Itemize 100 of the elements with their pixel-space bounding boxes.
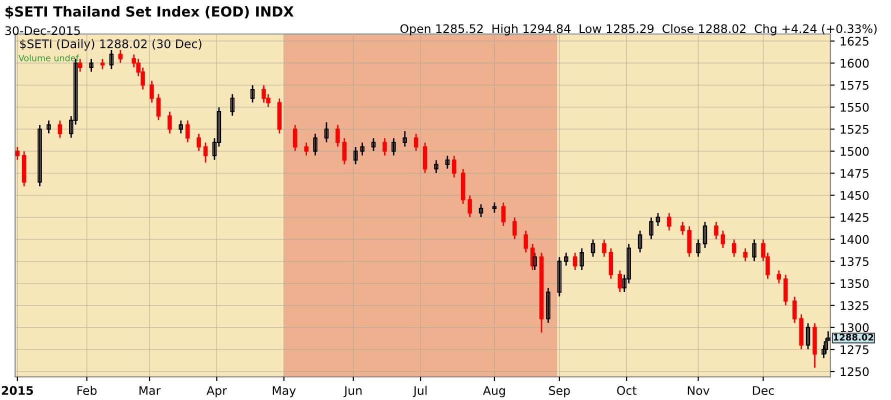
candlestick bbox=[501, 202, 506, 226]
y-tick-label: 1250 bbox=[840, 367, 869, 376]
candlestick bbox=[292, 124, 298, 152]
annotation: 1288.02 bbox=[834, 334, 874, 341]
candlestick bbox=[638, 230, 642, 252]
candlestick bbox=[168, 112, 172, 134]
candlestick bbox=[78, 58, 82, 72]
candlestick bbox=[382, 138, 387, 156]
candlestick bbox=[687, 226, 692, 257]
candlestick bbox=[156, 94, 161, 120]
candlestick bbox=[196, 134, 201, 152]
candlestick bbox=[618, 270, 622, 292]
candlestick bbox=[336, 124, 340, 147]
candlestick bbox=[342, 138, 347, 164]
candlestick bbox=[452, 156, 456, 178]
candlestick bbox=[752, 240, 756, 262]
candlestick bbox=[732, 240, 736, 257]
candlestick bbox=[649, 217, 654, 240]
candlestick bbox=[250, 85, 255, 103]
candlestick bbox=[58, 120, 62, 138]
candlestick bbox=[178, 120, 184, 134]
y-tick-label: 1400 bbox=[840, 235, 869, 244]
candlestick bbox=[38, 124, 42, 186]
y-tick-label: 1475 bbox=[840, 169, 868, 178]
candlestick bbox=[667, 213, 672, 230]
candlestick bbox=[783, 274, 788, 306]
y-tick-label: 1300 bbox=[840, 323, 869, 332]
candlestick bbox=[602, 240, 606, 257]
candlestick bbox=[680, 222, 685, 235]
candlestick bbox=[806, 323, 810, 350]
x-tick-label: Mar bbox=[140, 386, 161, 395]
x-tick-label: Feb bbox=[78, 386, 97, 395]
candlestick bbox=[392, 138, 396, 156]
candlestick bbox=[546, 288, 550, 323]
candlestick bbox=[304, 142, 308, 156]
candlestick bbox=[792, 296, 797, 323]
candlestick bbox=[434, 160, 438, 174]
y-tick-label: 1350 bbox=[840, 279, 869, 288]
candlestick bbox=[468, 195, 472, 218]
candlestick bbox=[353, 146, 358, 164]
candlestick bbox=[15, 146, 20, 160]
y-tick-label: 1575 bbox=[840, 80, 868, 90]
candlestick bbox=[656, 213, 660, 226]
annotation: Volume undef bbox=[18, 54, 80, 62]
x-tick-label: Oct bbox=[617, 386, 637, 395]
candlestick bbox=[580, 248, 584, 270]
y-tick-label: 1600 bbox=[840, 58, 869, 68]
candlestick bbox=[150, 80, 154, 103]
candlestick bbox=[185, 120, 190, 142]
candlestick bbox=[109, 50, 114, 70]
candlestick bbox=[414, 134, 418, 152]
candlestick bbox=[702, 222, 708, 248]
x-tick-label: Sep bbox=[549, 386, 570, 398]
y-tick-label: 1425 bbox=[840, 213, 868, 222]
candlestick bbox=[714, 222, 718, 240]
candlestick bbox=[608, 248, 614, 279]
x-tick-label: Aug bbox=[483, 386, 505, 398]
candlestick bbox=[590, 240, 596, 257]
candlestick bbox=[402, 131, 407, 147]
x-tick-label: Apr bbox=[206, 386, 227, 398]
candlestick bbox=[46, 120, 51, 134]
y-tick-label: 1450 bbox=[840, 190, 869, 200]
annotation: Open 1285.52 High 1294.84 Low 1285.29 Close 1288.02 Chg +4.24 (+0.33%) bbox=[400, 24, 877, 36]
candlestick bbox=[230, 94, 235, 116]
candlestick bbox=[478, 204, 484, 218]
y-tick-label: 1375 bbox=[840, 257, 868, 266]
y-tick-label: 1275 bbox=[840, 345, 868, 354]
x-tick-label: Dec bbox=[752, 386, 774, 395]
candlestick bbox=[532, 252, 537, 270]
x-tick-label: Jul bbox=[412, 386, 427, 398]
y-tick-label: 1525 bbox=[840, 124, 868, 134]
x-tick-label: 2015 bbox=[2, 386, 33, 395]
annotation: $SETI (Daily) 1288.02 (30 Dec) bbox=[20, 39, 202, 51]
y-tick-label: 1550 bbox=[840, 102, 869, 112]
candlestick bbox=[776, 270, 782, 284]
chart-title: $SETI Thailand Set Index (EOD) INDX bbox=[6, 6, 294, 19]
candlestick bbox=[203, 142, 208, 162]
chart-subtitle: 30-Dec-2015 bbox=[5, 26, 80, 36]
candlestick bbox=[371, 138, 376, 152]
x-tick-label: May bbox=[272, 386, 296, 398]
candlestick bbox=[564, 252, 568, 266]
candlestick bbox=[89, 58, 94, 72]
candlestick bbox=[720, 230, 726, 248]
candlestick bbox=[324, 122, 329, 142]
candlestick bbox=[512, 217, 517, 240]
y-tick-label: 1325 bbox=[840, 301, 868, 310]
candlestick bbox=[572, 252, 578, 270]
candlestick bbox=[118, 50, 123, 63]
y-tick-label: 1625 bbox=[840, 36, 868, 46]
candlestick bbox=[743, 248, 748, 262]
candlestick bbox=[445, 156, 450, 169]
candlestick bbox=[524, 230, 528, 252]
candlestick bbox=[422, 142, 428, 174]
y-tick-label: 1500 bbox=[840, 146, 869, 156]
candlestick bbox=[696, 240, 700, 257]
candlestick bbox=[313, 134, 318, 156]
x-tick-label: Jun bbox=[344, 386, 362, 398]
candlestick bbox=[557, 257, 562, 296]
candlestick bbox=[360, 142, 364, 156]
x-tick-label: Nov bbox=[688, 386, 710, 395]
